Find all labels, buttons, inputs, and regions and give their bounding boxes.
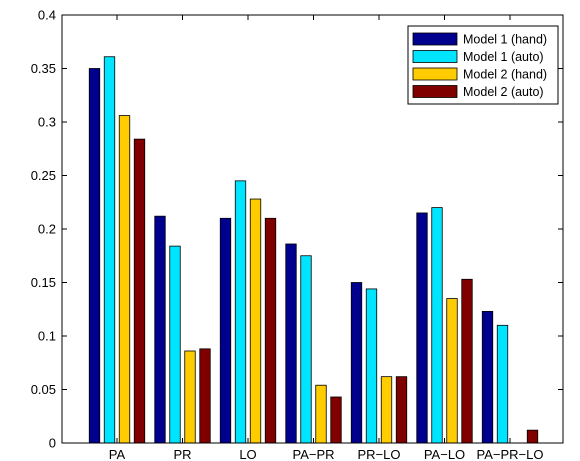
legend-label: Model 1 (hand) bbox=[463, 33, 547, 47]
x-tick-label: PA−PR bbox=[292, 447, 334, 461]
legend-swatch bbox=[412, 67, 458, 81]
bar-3-2 bbox=[184, 350, 196, 444]
y-tick-label: 0.4 bbox=[38, 8, 56, 23]
bar-3-3 bbox=[249, 198, 262, 444]
x-tick-label: PA−PR−LO bbox=[477, 447, 544, 461]
bar-3-6 bbox=[446, 298, 458, 444]
bar-3-4 bbox=[315, 384, 327, 444]
y-tick-label: 0.1 bbox=[38, 329, 56, 344]
bar-2-6 bbox=[431, 207, 443, 444]
x-tick-label: PR−LO bbox=[358, 447, 401, 461]
legend: Model 1 (hand) Model 1 (auto) Model 2 (han… bbox=[407, 25, 559, 105]
y-axis-ticks: 0 0.05 0.1 0.15 0.2 0.25 0.3 0.35 0.4 bbox=[31, 8, 563, 451]
y-tick-label: 0.25 bbox=[31, 168, 56, 183]
bar-2-5 bbox=[365, 288, 378, 444]
bar-4-3 bbox=[264, 217, 277, 444]
bar-1-5 bbox=[350, 282, 363, 444]
y-tick-label: 0.35 bbox=[31, 61, 56, 76]
bar-2-2 bbox=[169, 245, 181, 444]
bar-2-1 bbox=[103, 56, 116, 444]
bar-2-4 bbox=[300, 255, 312, 444]
legend-label: Model 2 (auto) bbox=[463, 85, 544, 99]
bar-4-4 bbox=[330, 396, 342, 444]
legend-swatch bbox=[412, 32, 458, 46]
x-tick-label: PA−LO bbox=[424, 447, 465, 461]
plot-frame bbox=[61, 14, 564, 444]
x-tick-label: PR bbox=[173, 447, 191, 461]
bar-1-2 bbox=[154, 215, 166, 444]
legend-swatch bbox=[412, 50, 458, 63]
y-tick-label: 0.15 bbox=[31, 275, 56, 290]
y-tick-label: 0.3 bbox=[38, 115, 56, 130]
x-tick-label: PA bbox=[109, 447, 126, 461]
legend-swatch bbox=[412, 85, 458, 98]
x-tick-label: LO bbox=[239, 447, 256, 461]
bar-4-6 bbox=[461, 278, 473, 444]
y-tick-label: 0 bbox=[49, 436, 56, 451]
bar-4-1 bbox=[133, 138, 146, 444]
bar-1-7 bbox=[481, 310, 494, 444]
bar-2-3 bbox=[234, 180, 247, 444]
bar-4-5 bbox=[395, 376, 408, 444]
bar-4-7 bbox=[526, 429, 539, 444]
bar-3-5 bbox=[380, 376, 393, 444]
bar-1-3 bbox=[219, 217, 232, 444]
y-tick-label: 0.05 bbox=[31, 382, 56, 397]
bar-4-2 bbox=[199, 348, 211, 444]
bar-1-6 bbox=[416, 212, 428, 444]
bar-2-7 bbox=[496, 324, 509, 444]
bar-1-4 bbox=[285, 243, 297, 444]
x-axis-ticks: PA PR LO PA−PR PR−LO PA−LO PA−PR−LO bbox=[109, 15, 544, 461]
y-tick-label: 0.2 bbox=[38, 222, 56, 237]
bar-1-1 bbox=[88, 68, 101, 444]
bar-3-1 bbox=[118, 115, 131, 444]
legend-label: Model 1 (auto) bbox=[463, 50, 544, 64]
legend-label: Model 2 (hand) bbox=[463, 68, 547, 82]
